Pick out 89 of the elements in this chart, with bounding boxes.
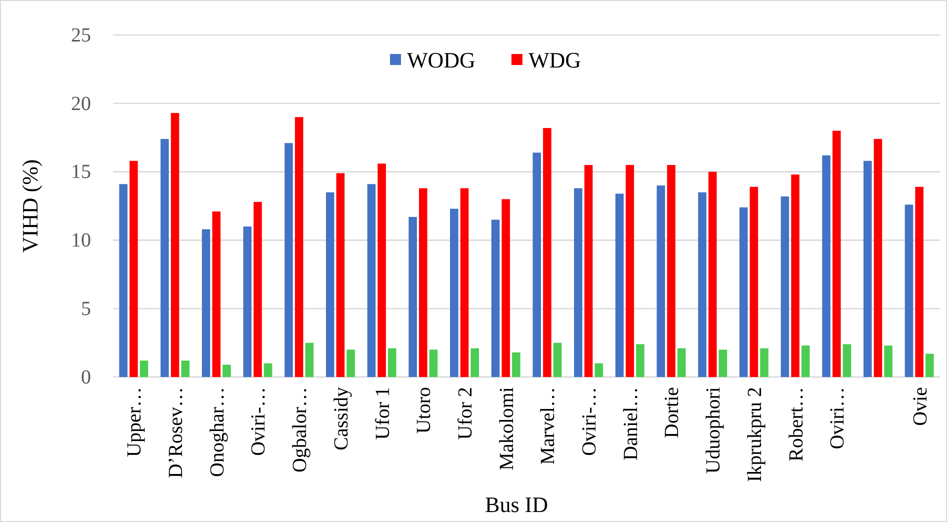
- bar: [553, 342, 562, 377]
- y-tick-label: 25: [71, 24, 91, 46]
- y-tick-label: 5: [81, 298, 91, 320]
- bar: [708, 172, 717, 377]
- bar: [346, 350, 355, 377]
- bar: [822, 155, 830, 377]
- bar: [832, 130, 841, 377]
- bar: [418, 188, 428, 377]
- legend-label: WDG: [528, 48, 582, 73]
- y-axis-title: VIHD (%): [18, 159, 43, 253]
- x-tick-label: Uduophori: [702, 386, 725, 474]
- y-tick-label: 15: [71, 161, 91, 184]
- bar: [801, 346, 810, 377]
- bar: [254, 202, 262, 377]
- bar: [904, 204, 914, 377]
- x-tick-label: Ogbalor…: [289, 387, 312, 473]
- bar: [367, 184, 376, 377]
- bar: [284, 143, 293, 377]
- bar: [626, 164, 634, 377]
- bar: [636, 344, 644, 377]
- bar: [181, 360, 190, 377]
- bar: [615, 194, 624, 377]
- bar: [750, 186, 758, 377]
- x-tick-label: Upper…: [124, 387, 146, 457]
- bar: [574, 188, 582, 377]
- bar: [264, 363, 272, 377]
- bar: [739, 207, 748, 377]
- bar: [532, 152, 541, 377]
- bar: [130, 160, 138, 377]
- x-tick-label: Robert…: [785, 387, 808, 462]
- bar: [140, 360, 148, 377]
- bar: [760, 348, 768, 377]
- y-tick-label: 10: [71, 230, 91, 252]
- legend-label: WODG: [407, 48, 476, 73]
- bar: [305, 342, 314, 377]
- bar: [119, 184, 128, 377]
- x-tick-label: Ufor 2: [454, 387, 476, 440]
- x-tick-label: Ikprukpru 2: [744, 387, 766, 482]
- bar: [243, 226, 252, 377]
- bar: [160, 138, 169, 377]
- bar: [460, 188, 469, 377]
- bar: [491, 220, 500, 377]
- x-tick-label: Ufor 1: [372, 387, 394, 440]
- bar: [202, 229, 210, 377]
- bar: [780, 196, 790, 377]
- bar: [512, 352, 520, 377]
- bar: [294, 117, 304, 377]
- bar: [842, 344, 852, 377]
- bar: [222, 364, 231, 377]
- x-tick-label: Utoro: [413, 387, 436, 434]
- bar: [326, 192, 334, 377]
- bar: [864, 160, 872, 377]
- bar: [543, 128, 552, 377]
- bar: [667, 164, 676, 377]
- bar: [170, 112, 180, 377]
- bar: [429, 350, 438, 377]
- y-tick-label: 0: [81, 366, 91, 388]
- x-tick-label: Oviri-…: [248, 387, 270, 456]
- bar: [594, 363, 603, 377]
- bar: [884, 346, 892, 377]
- bar: [698, 192, 706, 377]
- bar: [874, 138, 882, 377]
- bar: [470, 348, 479, 377]
- x-axis-title: Bus ID: [485, 492, 548, 517]
- y-tick-label: 20: [71, 92, 91, 115]
- bar: [718, 350, 728, 377]
- bar: [915, 186, 924, 377]
- x-tick-label: D’Rosev…: [165, 387, 188, 478]
- bar: [656, 185, 666, 377]
- x-tick-label: Onoghar…: [206, 387, 228, 477]
- bar: [212, 211, 221, 377]
- bar: [677, 348, 686, 377]
- x-tick-label: Dortie: [661, 386, 684, 438]
- bar: [408, 216, 417, 377]
- bar: [584, 164, 593, 377]
- x-tick-label: Oviri…: [826, 387, 849, 450]
- x-tick-label: Ovie: [909, 386, 932, 426]
- x-tick-label: Daniel…: [620, 387, 642, 460]
- bar: [926, 354, 934, 377]
- bar: [450, 208, 458, 377]
- bar: [336, 173, 345, 377]
- bar: [378, 164, 386, 377]
- x-tick-label: Makolomi: [496, 386, 518, 470]
- bar: [502, 199, 510, 377]
- x-tick-label: Oviri-…: [578, 387, 601, 456]
- x-tick-label: Cassidy: [330, 387, 352, 450]
- bar: [388, 348, 396, 377]
- x-tick-label: Marvel…: [537, 387, 560, 465]
- bar: [791, 174, 800, 377]
